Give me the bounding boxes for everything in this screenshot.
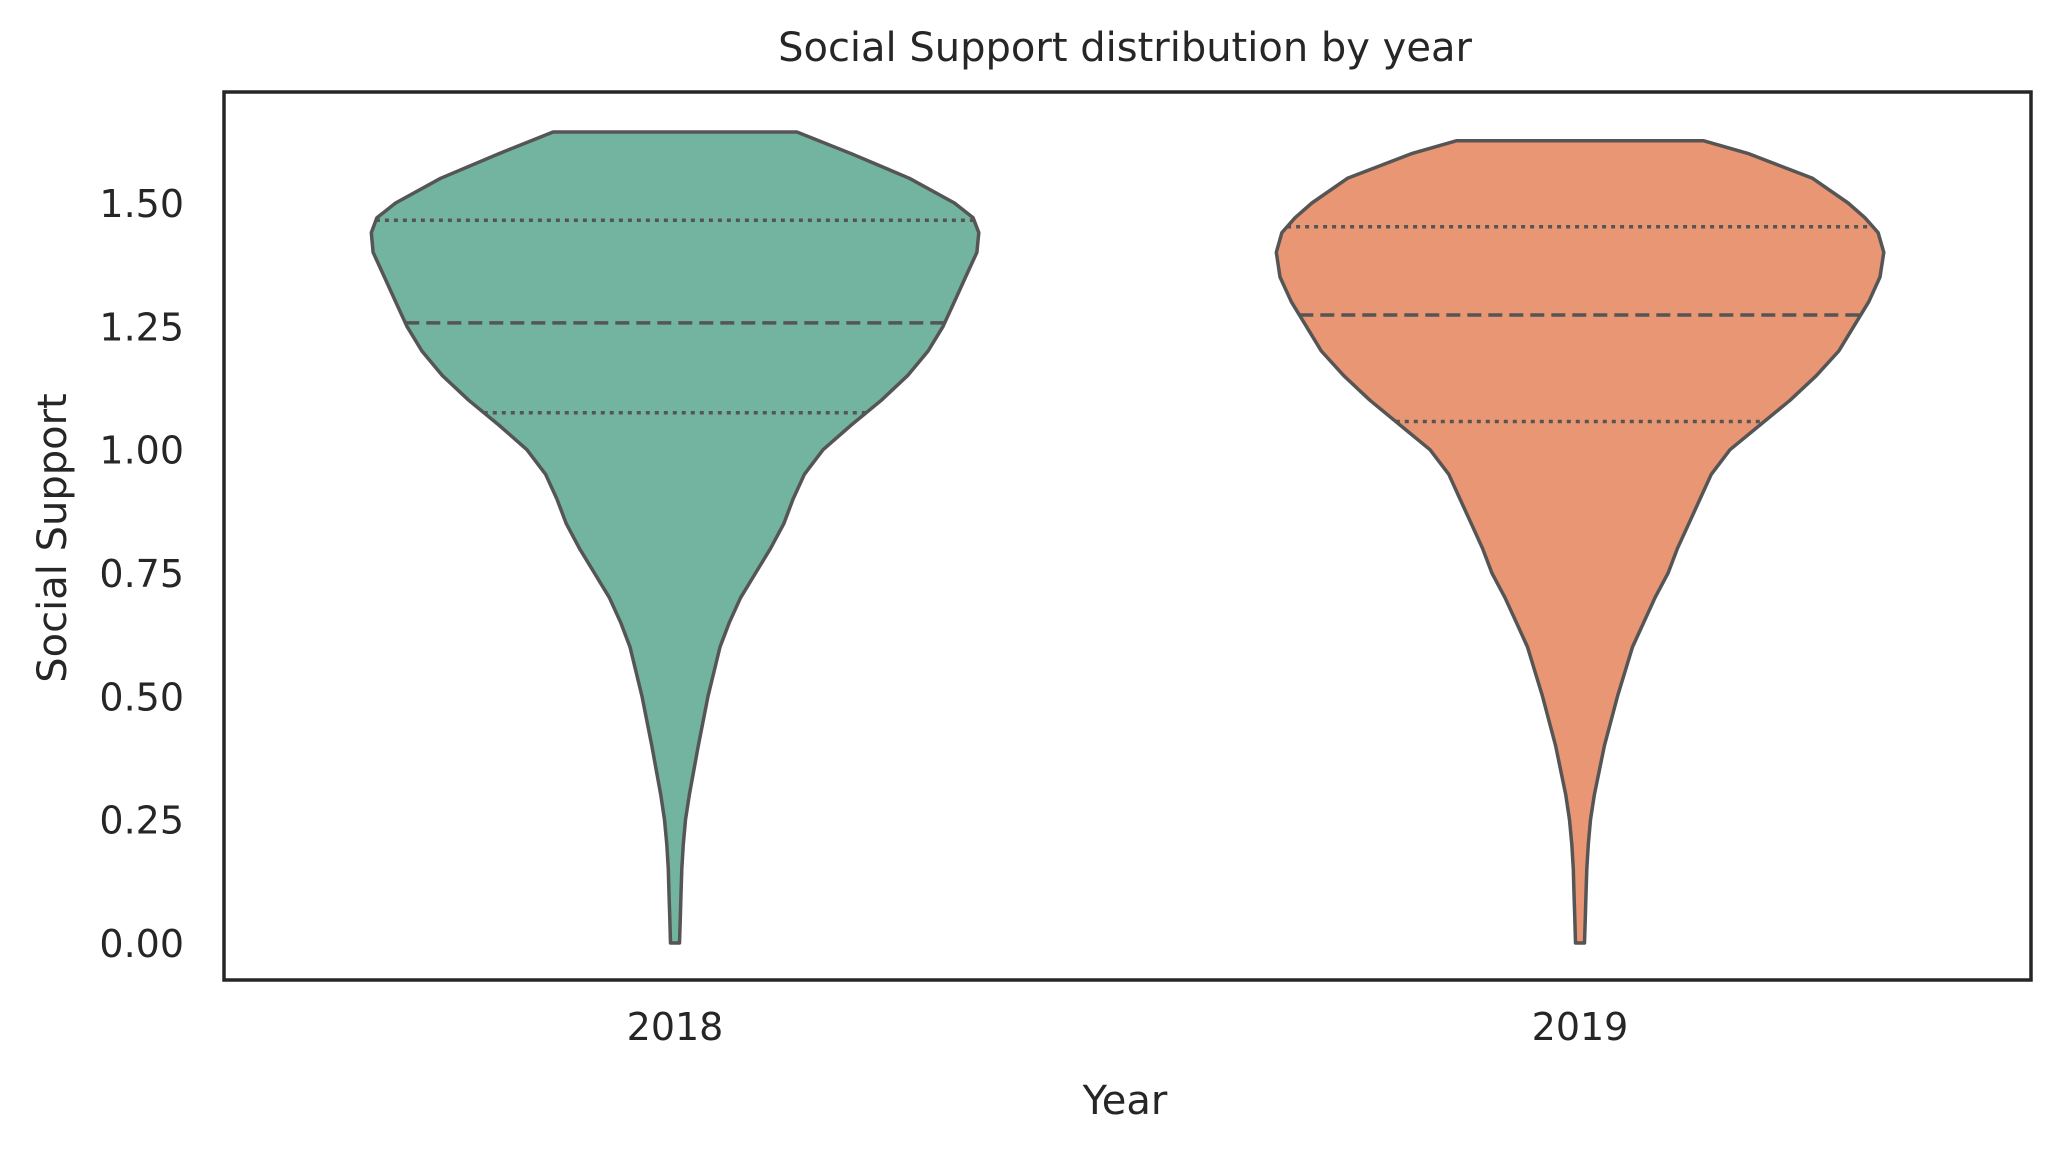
y-tick-label: 1.00 — [99, 429, 184, 473]
y-axis-label: Social Support — [30, 393, 76, 682]
violin-body-2018 — [369, 130, 981, 945]
x-tick-label-2019: 2019 — [1532, 1005, 1629, 1049]
x-axis-label: Year — [1082, 1078, 1168, 1124]
violin-2019 — [1274, 139, 1886, 945]
y-tick-label: 0.25 — [99, 799, 184, 843]
y-tick-label: 0.75 — [99, 552, 184, 596]
plot-area-frame — [222, 90, 2033, 982]
chart-title: Social Support distribution by year — [778, 25, 1472, 71]
x-axis-ticks: 2018 2019 — [627, 1005, 1629, 1049]
y-tick-label: 1.25 — [99, 305, 184, 349]
y-axis-ticks: 0.00 0.25 0.50 0.75 1.00 1.25 1.50 — [99, 182, 184, 966]
violins-layer — [369, 130, 1886, 945]
y-tick-label: 0.50 — [99, 675, 184, 719]
y-tick-label: 1.50 — [99, 182, 184, 226]
violin-body-2019 — [1274, 139, 1886, 945]
violin-2018 — [369, 130, 981, 945]
x-tick-label-2018: 2018 — [627, 1005, 724, 1049]
y-tick-label: 0.00 — [99, 922, 184, 966]
